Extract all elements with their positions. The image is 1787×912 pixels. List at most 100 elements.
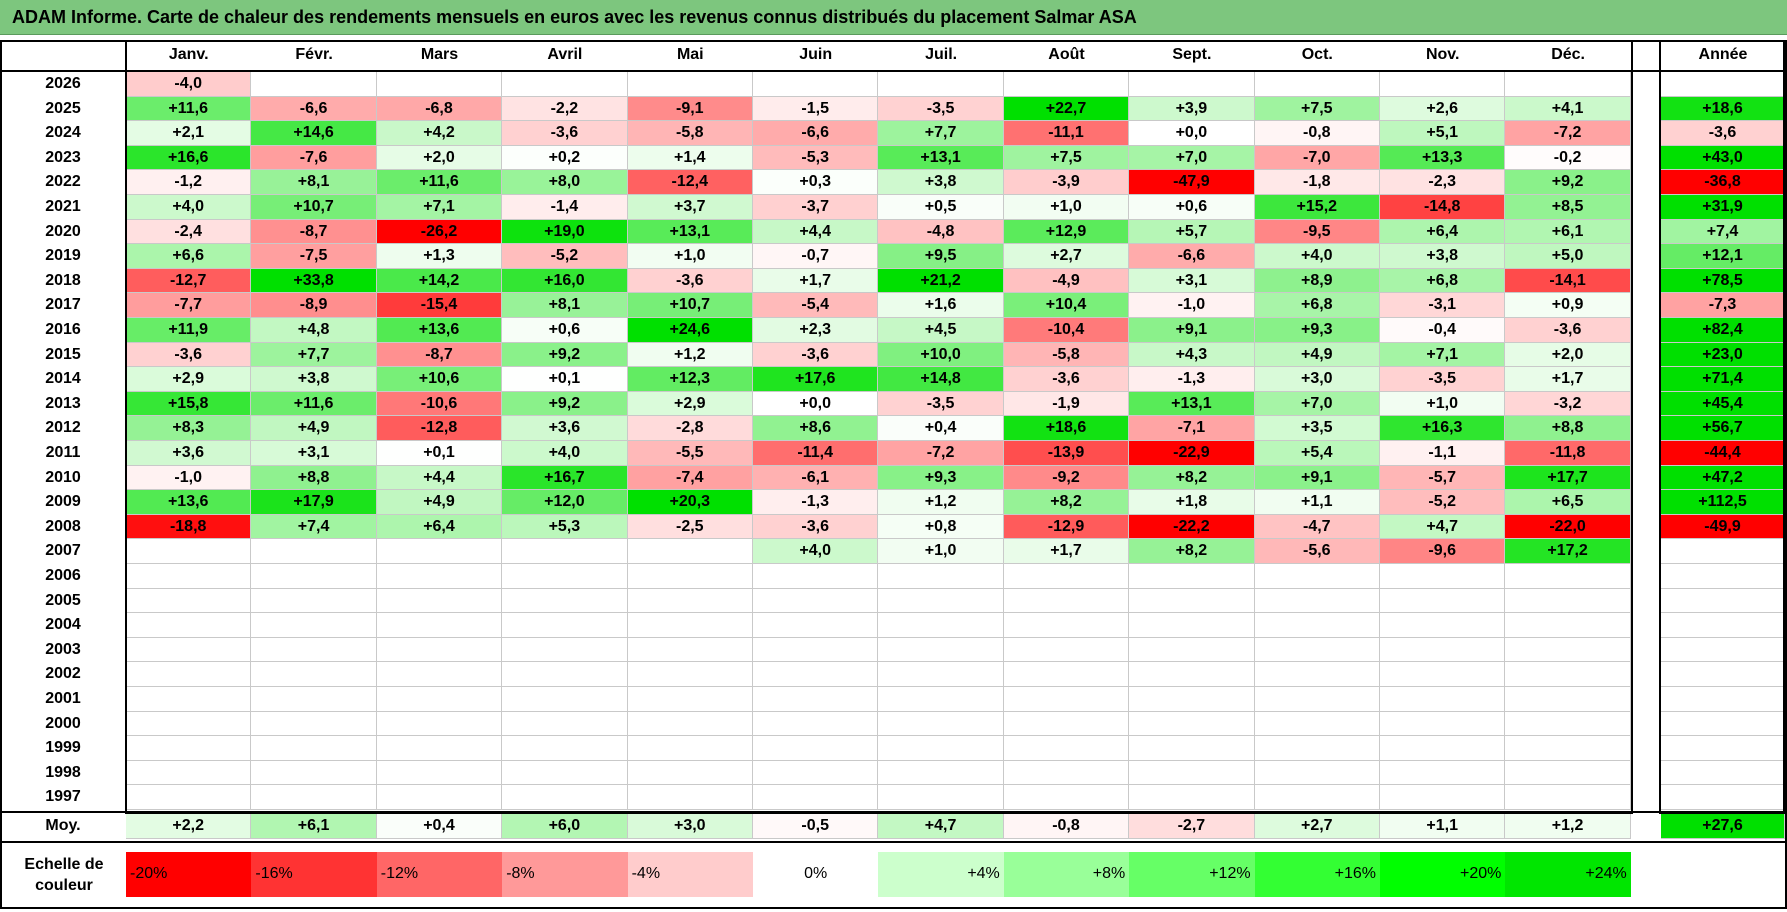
heatmap-cell: +24,6 — [627, 318, 753, 343]
average-cell: +2,7 — [1254, 814, 1380, 839]
heatmap-cell: -11,4 — [753, 441, 879, 466]
heatmap-cell: +33,8 — [251, 268, 377, 294]
heatmap-cell: +10,6 — [376, 367, 503, 392]
heatmap-cell: -7,2 — [878, 441, 1004, 466]
heatmap-cell: +1,2 — [878, 490, 1004, 515]
heatmap-cell: +4,7 — [1380, 514, 1506, 540]
heatmap-cell — [376, 785, 503, 810]
year-label: 2009 — [45, 493, 81, 511]
heatmap-cell: +0,0 — [1129, 121, 1255, 146]
heatmap-cell: +7,4 — [251, 514, 377, 540]
heatmap-cell: -7,5 — [251, 244, 377, 269]
heatmap-cell: +21,2 — [878, 268, 1004, 294]
chart-title: ADAM Informe. Carte de chaleur des rende… — [12, 7, 1137, 27]
heatmap-cell: +3,1 — [1129, 268, 1255, 294]
heatmap-cell — [502, 687, 628, 712]
heatmap-cell — [251, 662, 377, 687]
year-label: 2016 — [45, 321, 81, 338]
heatmap-cell: +7,1 — [1380, 342, 1506, 368]
heatmap-cell: -14,1 — [1505, 268, 1631, 294]
heatmap-cell: -4,8 — [878, 219, 1004, 245]
heatmap-cell — [627, 613, 753, 638]
month-header: Nov. — [1425, 46, 1460, 63]
heatmap-cell: +13,1 — [1129, 391, 1255, 417]
heatmap-cell — [878, 687, 1004, 712]
heatmap-cell — [753, 72, 879, 97]
heatmap-cell — [878, 588, 1004, 614]
heatmap-cell — [251, 539, 377, 564]
heatmap-cell: -7,4 — [627, 465, 753, 491]
heatmap-cell: +5,7 — [1129, 219, 1255, 245]
heatmap-cell: -0,7 — [753, 244, 879, 269]
heatmap-cell: +10,4 — [1003, 293, 1130, 318]
color-scale-label: Echelle de couleur — [24, 856, 104, 894]
heatmap-cell: -3,6 — [627, 268, 753, 294]
heatmap-cell — [1505, 613, 1631, 638]
heatmap-cell — [1254, 736, 1380, 761]
heatmap-cell: -26,2 — [376, 219, 503, 245]
heatmap-cell: +1,7 — [753, 268, 879, 294]
heatmap-cell — [1380, 711, 1506, 737]
heatmap-cell — [1003, 736, 1130, 761]
month-header: Sept. — [1172, 46, 1212, 63]
heatmap-cell: -12,8 — [376, 416, 503, 441]
heatmap-cell: -1,0 — [126, 465, 252, 491]
heatmap-cell — [1003, 613, 1130, 638]
heatmap-cell: +6,6 — [126, 244, 252, 269]
heatmap-cell: +3,0 — [1254, 367, 1380, 392]
heatmap-cell — [1129, 637, 1255, 663]
heatmap-cell — [251, 637, 377, 663]
heatmap-cell — [1254, 760, 1380, 786]
year-label: 2000 — [45, 714, 81, 732]
heatmap-cell: +7,7 — [878, 121, 1004, 146]
heatmap-cell — [1380, 564, 1506, 589]
heatmap-cell: -1,3 — [1129, 367, 1255, 392]
heatmap-cell: +6,5 — [1505, 490, 1631, 515]
annual-cell — [1661, 588, 1785, 614]
heatmap-cell — [1380, 72, 1506, 97]
heatmap-cell — [1505, 760, 1631, 786]
heatmap-cell — [1254, 687, 1380, 712]
heatmap-cell — [1505, 711, 1631, 737]
year-label: 2007 — [45, 542, 81, 560]
heatmap-cell — [878, 662, 1004, 687]
heatmap-cell: +10,7 — [251, 195, 377, 220]
average-cell: +2,2 — [126, 814, 252, 839]
heatmap-cell — [627, 72, 753, 97]
color-scale-step: -8% — [502, 852, 628, 897]
heatmap-cell — [376, 637, 503, 663]
heatmap-cell: +0,8 — [878, 514, 1004, 540]
year-label: 1999 — [45, 739, 81, 757]
heatmap-cell — [1003, 564, 1130, 589]
heatmap-cell — [1129, 588, 1255, 614]
heatmap-cell: +8,1 — [502, 293, 628, 318]
year-label: 2013 — [45, 394, 81, 412]
heatmap-cell — [1254, 613, 1380, 638]
heatmap-cell: -2,4 — [126, 219, 252, 245]
heatmap-cell — [126, 687, 252, 712]
color-scale-step: +4% — [878, 852, 1004, 897]
heatmap-cell — [126, 662, 252, 687]
annual-cell: -44,4 — [1661, 441, 1785, 466]
heatmap-cell — [627, 711, 753, 737]
heatmap-cell: +0,1 — [376, 441, 503, 466]
year-label: 2010 — [45, 468, 81, 486]
heatmap-cell — [1505, 687, 1631, 712]
heatmap-cell: -9,5 — [1254, 219, 1380, 245]
annual-cell: -36,8 — [1661, 170, 1785, 195]
heatmap-cell: -7,0 — [1254, 145, 1380, 171]
heatmap-cell: -2,5 — [627, 514, 753, 540]
heatmap-cell — [627, 564, 753, 589]
year-label: 2005 — [45, 591, 81, 609]
year-total-header: Année — [1698, 46, 1748, 63]
year-label: 2018 — [45, 271, 81, 289]
heatmap-cell: +3,8 — [1380, 244, 1506, 269]
heatmap-cell — [502, 637, 628, 663]
heatmap-cell — [1380, 760, 1506, 786]
heatmap-cell: +6,4 — [1380, 219, 1506, 245]
average-cell: +3,0 — [627, 814, 753, 839]
average-cell: +4,7 — [878, 814, 1004, 839]
heatmap-cell — [627, 662, 753, 687]
heatmap-cell: -3,2 — [1505, 391, 1631, 417]
annual-cell — [1661, 662, 1785, 687]
